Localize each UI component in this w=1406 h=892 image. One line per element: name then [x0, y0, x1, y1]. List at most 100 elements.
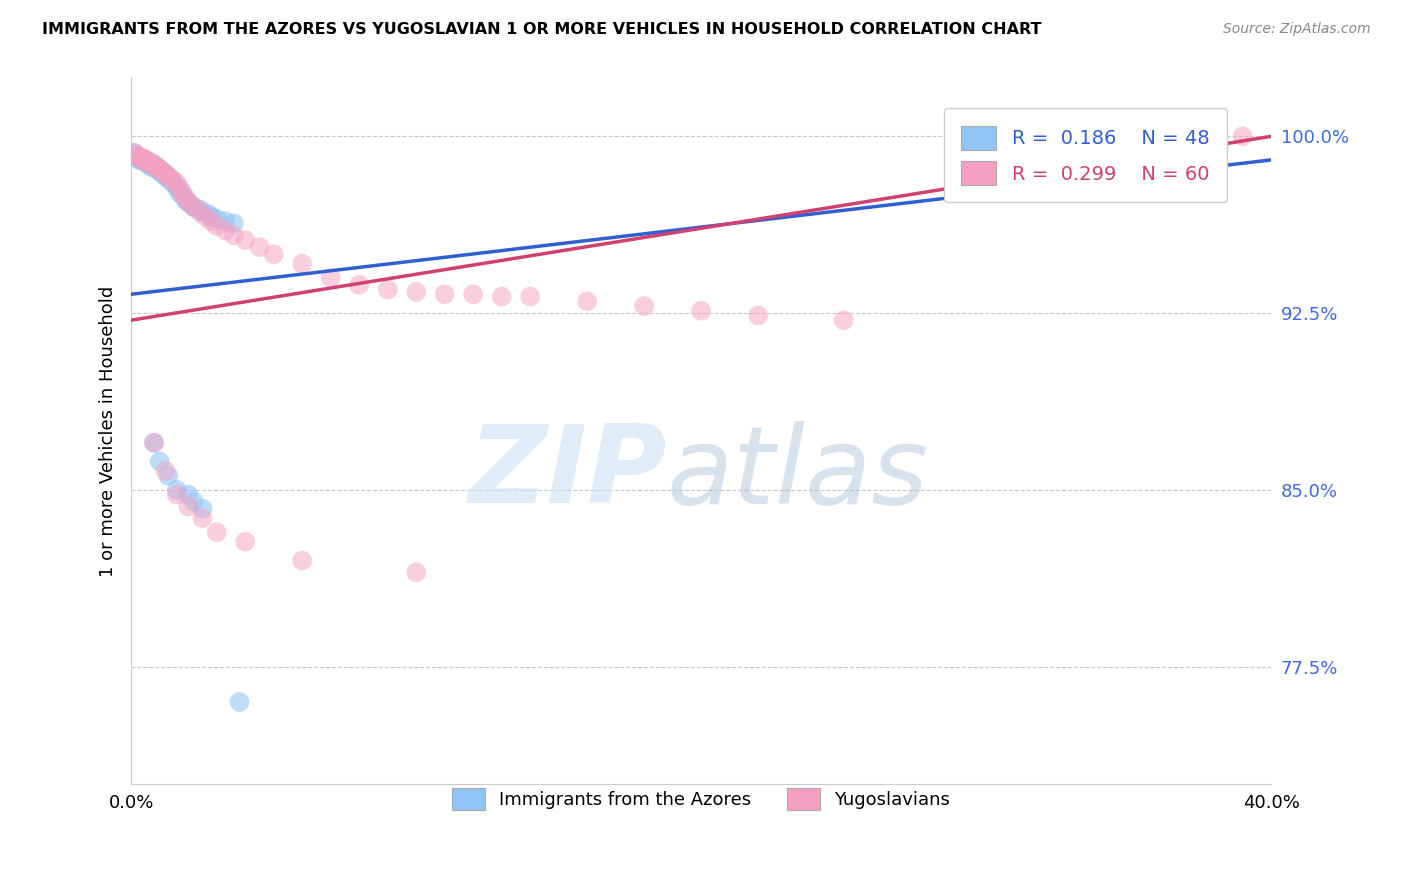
Point — [152, 167, 174, 181]
Point — [214, 214, 236, 228]
Point — [138, 158, 160, 172]
Point — [576, 294, 599, 309]
Point — [131, 153, 153, 167]
Point — [222, 217, 245, 231]
Point — [191, 511, 214, 525]
Point — [146, 162, 169, 177]
Point — [122, 145, 145, 160]
Point — [138, 155, 160, 169]
Point — [177, 487, 200, 501]
Point — [747, 309, 769, 323]
Point — [214, 224, 236, 238]
Point — [169, 181, 191, 195]
Point — [128, 151, 150, 165]
Point — [160, 171, 183, 186]
Point — [141, 158, 163, 172]
Point — [149, 162, 172, 177]
Point — [143, 158, 166, 172]
Point — [134, 153, 156, 167]
Text: IMMIGRANTS FROM THE AZORES VS YUGOSLAVIAN 1 OR MORE VEHICLES IN HOUSEHOLD CORREL: IMMIGRANTS FROM THE AZORES VS YUGOSLAVIA… — [42, 22, 1042, 37]
Text: atlas: atlas — [666, 421, 929, 526]
Point — [183, 200, 205, 214]
Point — [174, 193, 197, 207]
Point — [197, 207, 219, 221]
Point — [194, 210, 217, 224]
Point — [633, 299, 655, 313]
Point — [143, 158, 166, 172]
Point — [149, 162, 172, 177]
Point — [233, 233, 256, 247]
Point — [405, 566, 427, 580]
Point — [177, 195, 200, 210]
Point — [205, 211, 228, 226]
Point — [166, 177, 188, 191]
Point — [131, 153, 153, 167]
Point — [200, 214, 222, 228]
Point — [134, 153, 156, 167]
Point — [155, 167, 177, 181]
Point — [128, 153, 150, 167]
Point — [172, 188, 194, 202]
Point — [405, 285, 427, 299]
Point — [222, 228, 245, 243]
Point — [141, 155, 163, 169]
Point — [233, 534, 256, 549]
Point — [157, 169, 180, 184]
Point — [146, 160, 169, 174]
Point — [149, 164, 172, 178]
Text: Source: ZipAtlas.com: Source: ZipAtlas.com — [1223, 22, 1371, 37]
Point — [191, 501, 214, 516]
Point — [149, 454, 172, 468]
Point — [128, 151, 150, 165]
Point — [125, 148, 148, 162]
Point — [122, 145, 145, 160]
Point — [180, 197, 202, 211]
Point — [163, 177, 186, 191]
Point — [157, 171, 180, 186]
Point — [174, 191, 197, 205]
Point — [134, 153, 156, 167]
Point — [169, 186, 191, 200]
Point — [463, 287, 485, 301]
Point — [1232, 129, 1254, 144]
Point — [205, 219, 228, 233]
Point — [125, 151, 148, 165]
Point — [155, 167, 177, 181]
Point — [319, 270, 342, 285]
Point — [377, 283, 399, 297]
Y-axis label: 1 or more Vehicles in Household: 1 or more Vehicles in Household — [100, 285, 117, 576]
Point — [157, 169, 180, 184]
Text: ZIP: ZIP — [468, 420, 666, 526]
Point — [177, 195, 200, 210]
Point — [128, 153, 150, 167]
Point — [183, 200, 205, 214]
Point — [155, 464, 177, 478]
Point — [160, 174, 183, 188]
Point — [491, 290, 513, 304]
Point — [166, 181, 188, 195]
Point — [177, 500, 200, 514]
Point — [131, 151, 153, 165]
Point — [134, 155, 156, 169]
Point — [152, 164, 174, 178]
Point — [200, 210, 222, 224]
Point — [347, 277, 370, 292]
Point — [690, 303, 713, 318]
Point — [172, 186, 194, 200]
Point — [138, 155, 160, 169]
Point — [205, 525, 228, 540]
Point — [149, 162, 172, 177]
Point — [183, 494, 205, 508]
Point — [191, 204, 214, 219]
Point — [146, 160, 169, 174]
Point — [832, 313, 855, 327]
Point — [166, 487, 188, 501]
Point — [138, 155, 160, 169]
Point — [519, 290, 541, 304]
Legend: Immigrants from the Azores, Yugoslavians: Immigrants from the Azores, Yugoslavians — [437, 774, 965, 825]
Point — [249, 240, 271, 254]
Point — [141, 160, 163, 174]
Point — [291, 553, 314, 567]
Point — [157, 468, 180, 483]
Point — [143, 435, 166, 450]
